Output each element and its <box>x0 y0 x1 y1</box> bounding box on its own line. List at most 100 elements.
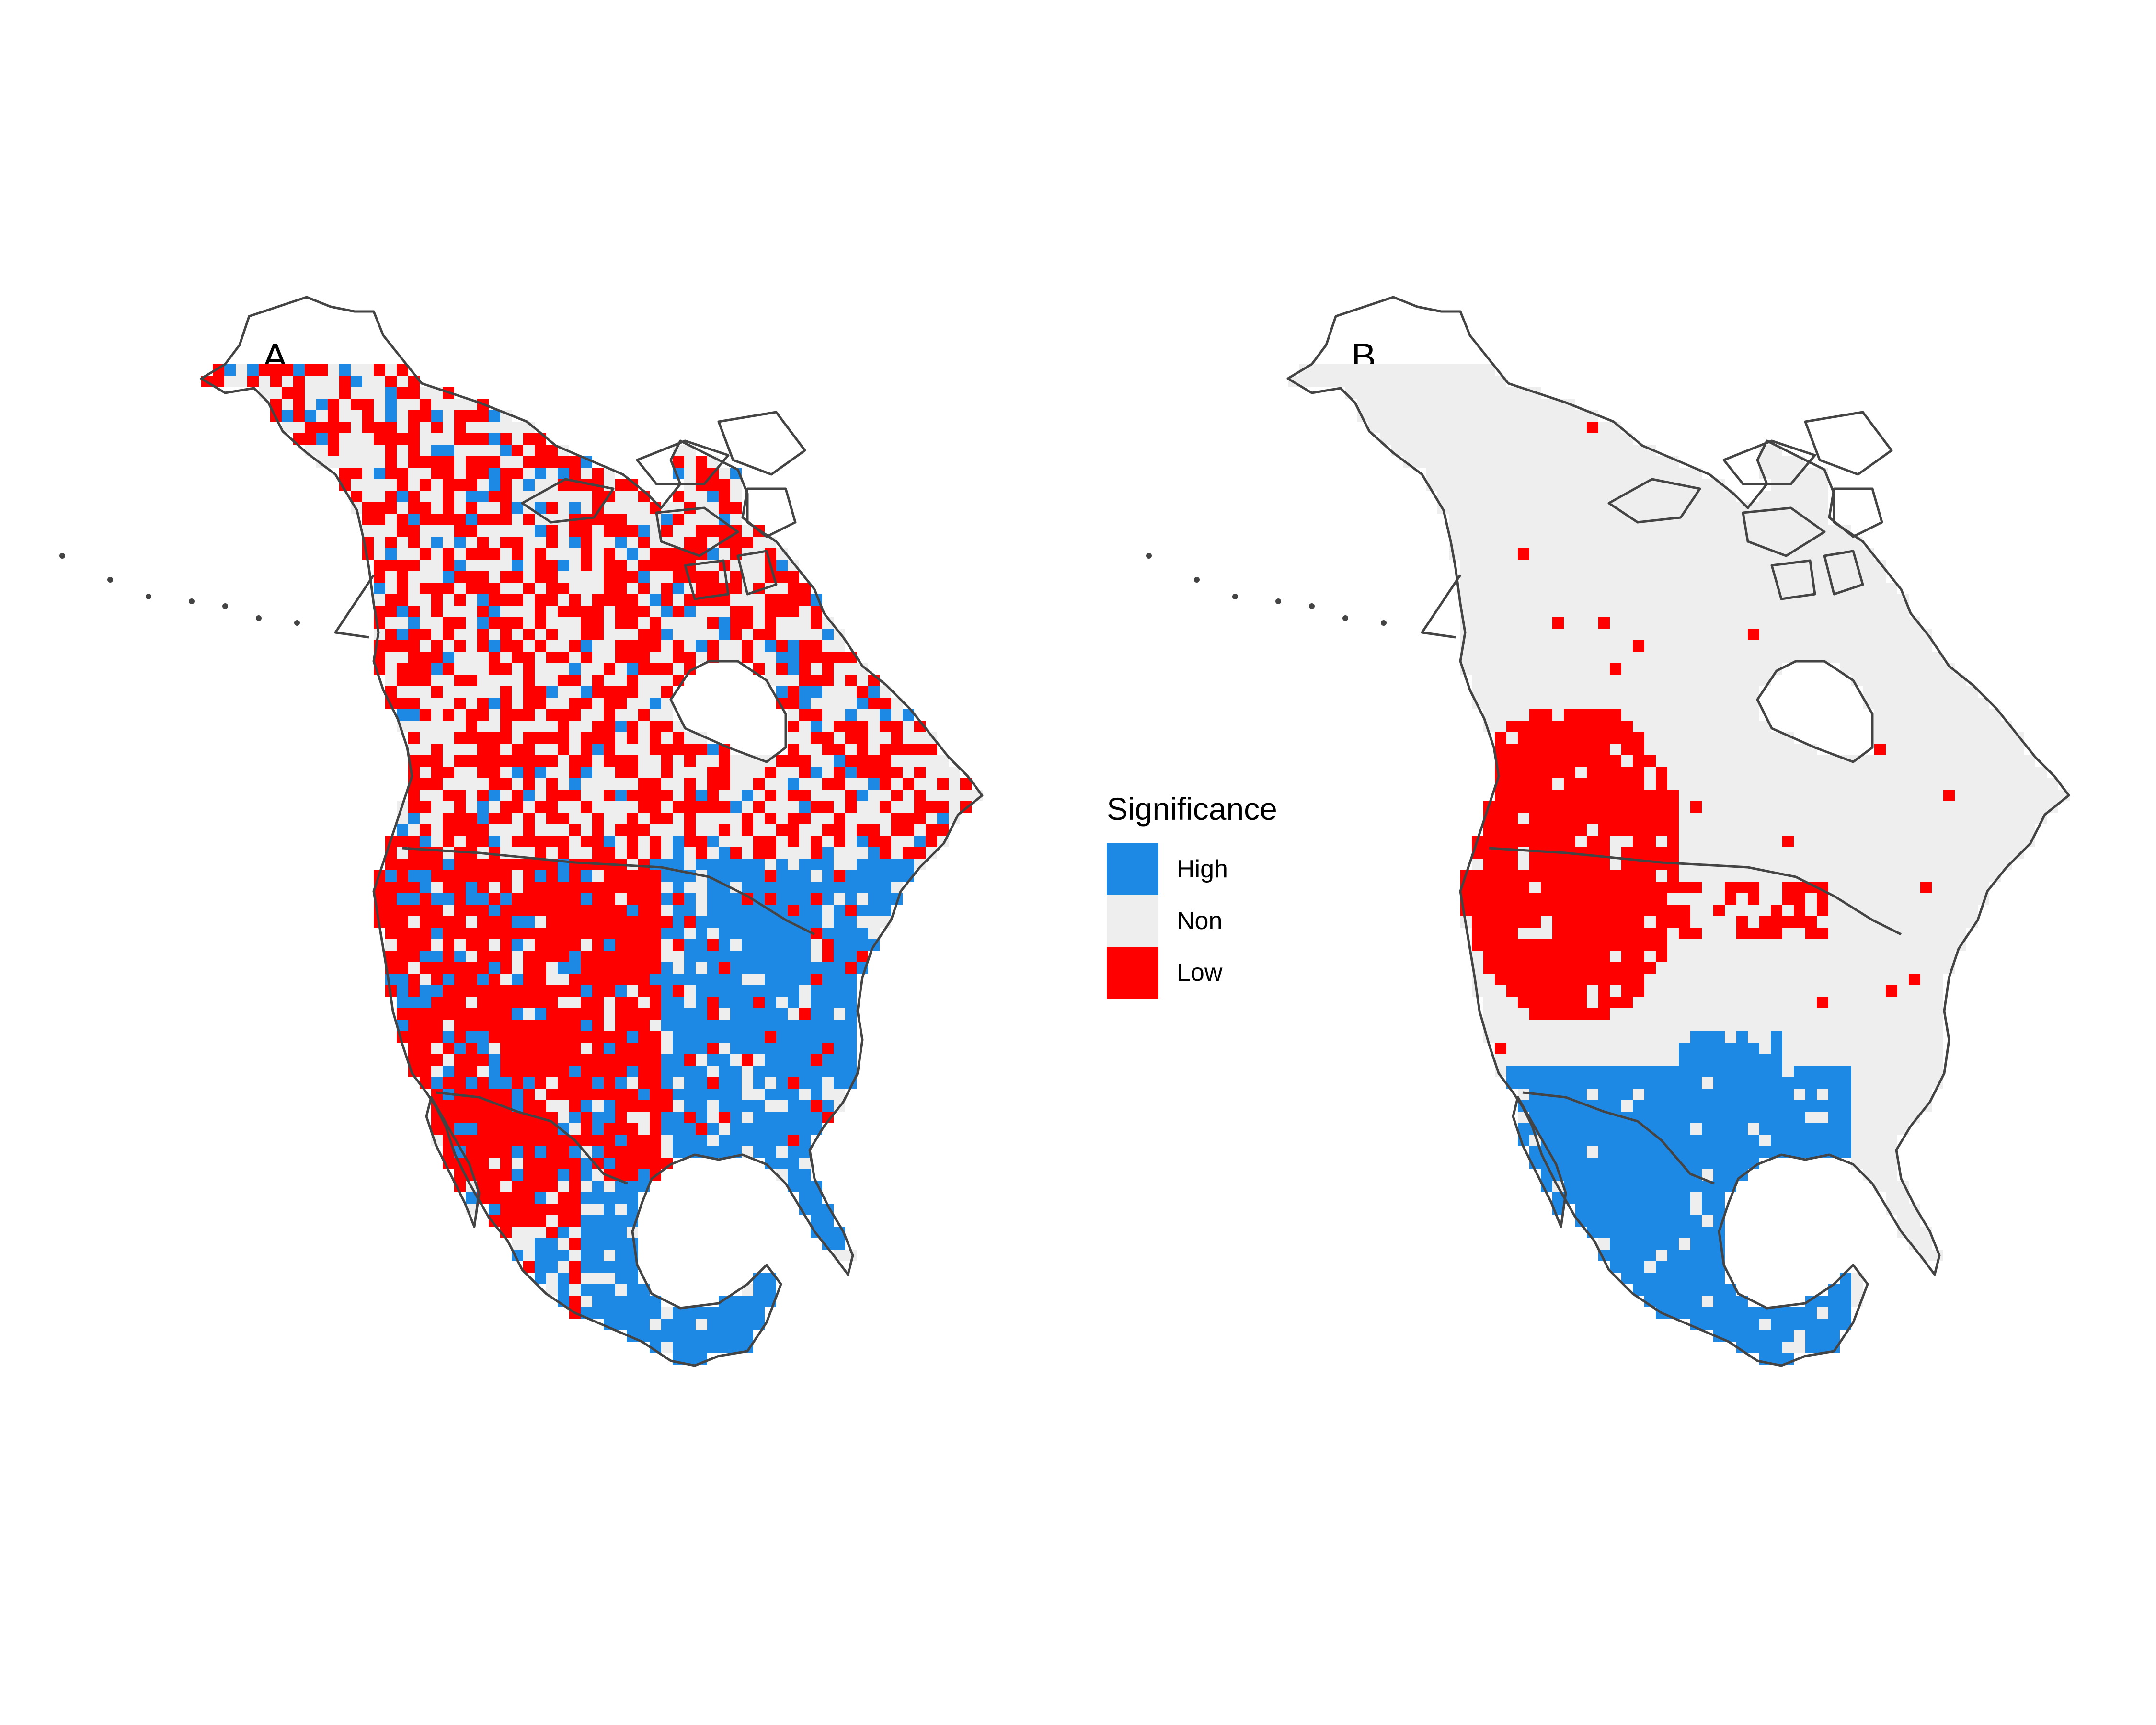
map-cell <box>523 479 535 491</box>
map-cell <box>1633 698 1644 709</box>
map-cell <box>466 767 477 778</box>
map-cell <box>1771 974 1782 985</box>
map-cell <box>512 1146 523 1158</box>
map-cell <box>834 778 845 790</box>
map-cell <box>891 744 903 755</box>
map-cell <box>477 1008 489 1020</box>
map-cell <box>1679 951 1690 962</box>
map-cell <box>1863 583 1874 594</box>
map-cell <box>1759 951 1771 962</box>
map-cell <box>661 893 673 905</box>
map-cell <box>535 1215 546 1227</box>
map-cell <box>615 836 627 847</box>
map-cell <box>707 1342 719 1353</box>
map-cell <box>1587 951 1598 962</box>
map-cell <box>558 1181 569 1192</box>
map-cell <box>1805 813 1817 824</box>
map-cell <box>1840 985 1851 997</box>
map-cell <box>799 617 811 629</box>
map-cell <box>512 836 523 847</box>
map-cell <box>673 1112 684 1123</box>
map-cell <box>1725 732 1736 744</box>
map-cell <box>1759 594 1771 606</box>
map-cell <box>937 778 949 790</box>
map-cell <box>776 767 788 778</box>
map-cell <box>1564 594 1575 606</box>
map-cell <box>661 951 673 962</box>
map-cell <box>500 1077 512 1089</box>
map-cell <box>1736 778 1748 790</box>
map-cell <box>1759 617 1771 629</box>
map-cell <box>1564 514 1575 525</box>
map-cell <box>719 1100 730 1112</box>
map-cell <box>1552 571 1564 583</box>
map-cell <box>1472 399 1483 410</box>
map-cell <box>1414 399 1426 410</box>
map-cell <box>1805 790 1817 801</box>
map-cell <box>868 721 880 732</box>
map-cell <box>1874 629 1886 640</box>
map-cell <box>719 617 730 629</box>
map-cell <box>650 962 661 974</box>
map-cell <box>696 778 707 790</box>
map-cell <box>500 594 512 606</box>
map-cell <box>799 721 811 732</box>
map-cell <box>1610 709 1621 721</box>
map-cell <box>1851 801 1863 813</box>
map-cell <box>1552 790 1564 801</box>
map-cell <box>799 629 811 640</box>
map-cell <box>661 1342 673 1353</box>
map-cell <box>1587 939 1598 951</box>
map-cell <box>788 1100 799 1112</box>
map-cell <box>397 514 408 525</box>
map-cell <box>1610 663 1621 675</box>
map-cell <box>569 1112 581 1123</box>
map-cell <box>431 905 443 916</box>
map-cell <box>1552 813 1564 824</box>
map-cell <box>799 1135 811 1146</box>
map-cell <box>1828 916 1840 928</box>
map-cell <box>569 1158 581 1169</box>
map-cell <box>1886 974 1897 985</box>
map-cell <box>1736 571 1748 583</box>
map-cell <box>1483 606 1495 617</box>
map-cell <box>397 997 408 1008</box>
map-cell <box>1702 675 1713 686</box>
map-cell <box>305 376 316 387</box>
map-cell <box>1748 755 1759 767</box>
map-cell <box>857 675 868 686</box>
map-cell <box>661 675 673 686</box>
map-cell <box>1667 698 1679 709</box>
map-cell <box>604 893 615 905</box>
map-cell <box>673 1008 684 1020</box>
map-cell <box>1529 445 1541 456</box>
map-cell <box>880 709 891 721</box>
map-cell <box>1851 870 1863 882</box>
map-cell <box>1840 813 1851 824</box>
map-cell <box>477 1135 489 1146</box>
map-cell <box>811 1204 822 1215</box>
map-cell <box>1449 525 1460 537</box>
map-cell <box>742 525 753 537</box>
map-cell <box>1828 801 1840 813</box>
map-cell <box>512 790 523 801</box>
map-cell <box>2024 801 2035 813</box>
map-cell <box>1575 882 1587 893</box>
map-cell <box>1725 675 1736 686</box>
map-cell <box>627 698 638 709</box>
map-cell <box>1874 721 1886 732</box>
map-cell <box>1690 606 1702 617</box>
map-cell <box>627 721 638 732</box>
map-cell <box>397 1008 408 1020</box>
map-cell <box>558 594 569 606</box>
map-cell <box>1920 916 1932 928</box>
map-cell <box>604 732 615 744</box>
map-cell <box>1920 870 1932 882</box>
map-cell <box>868 767 880 778</box>
map-cell <box>1656 939 1667 951</box>
map-cell <box>1794 847 1805 859</box>
map-cell <box>408 663 420 675</box>
map-cell <box>558 525 569 537</box>
map-cell <box>627 939 638 951</box>
map-cell <box>454 1112 466 1123</box>
